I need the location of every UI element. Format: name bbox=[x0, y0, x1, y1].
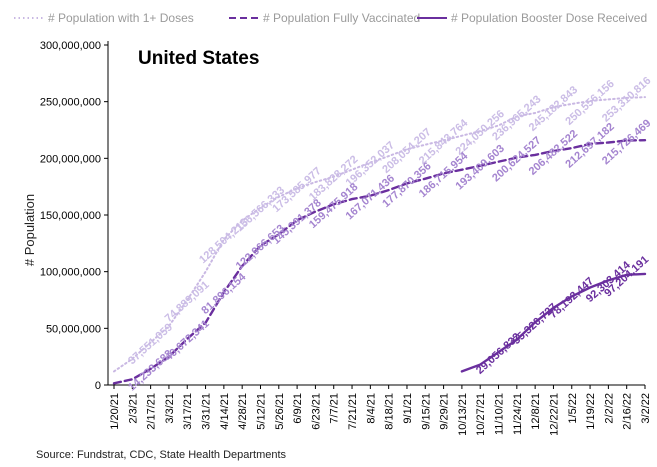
legend-label: # Population Fully Vaccinated bbox=[263, 11, 420, 25]
x-tick-label: 12/22/21 bbox=[548, 393, 560, 436]
x-tick-label: 11/10/21 bbox=[494, 393, 506, 435]
y-tick-label: 300,000,000 bbox=[40, 40, 101, 52]
data-label: 74,889,091 bbox=[163, 279, 212, 325]
x-tick-label: 3/31/21 bbox=[201, 393, 213, 430]
x-tick-label: 1/19/22 bbox=[585, 393, 597, 430]
x-tick-label: 9/29/21 bbox=[439, 393, 451, 430]
x-tick-label: 2/16/22 bbox=[622, 393, 634, 430]
series-line-3 bbox=[460, 272, 647, 373]
x-tick-label: 8/4/21 bbox=[365, 393, 377, 424]
x-tick-label: 12/8/21 bbox=[530, 393, 542, 430]
legend-label: # Population Booster Dose Received bbox=[451, 11, 647, 25]
x-axis-ticks: 1/20/21 2/3/21 2/17/21 3/3/21 3/17/21 3/31/21… bbox=[109, 385, 652, 436]
x-tick-label: 3/3/21 bbox=[164, 393, 176, 424]
y-axis-label: # Population bbox=[22, 194, 37, 266]
x-tick-label: 3/2/22 bbox=[640, 393, 652, 424]
y-tick-label: 100,000,000 bbox=[40, 267, 101, 279]
series-line-1 bbox=[113, 96, 646, 373]
x-tick-label: 2/17/21 bbox=[146, 393, 158, 430]
x-tick-label: 10/27/21 bbox=[475, 393, 487, 436]
x-tick-label: 5/26/21 bbox=[274, 393, 286, 430]
y-tick-label: 50,000,000 bbox=[46, 323, 101, 335]
data-labels: 37,551,05974,889,091128,504,213156,566,3… bbox=[126, 75, 653, 394]
x-tick-label: 7/7/21 bbox=[329, 393, 341, 424]
x-tick-label: 11/24/21 bbox=[512, 393, 524, 435]
y-axis-ticks: 0 50,000,000 100,000,000 150,000,000 200,000… bbox=[40, 40, 108, 392]
data-label: 81,896,154 bbox=[199, 270, 249, 316]
y-tick-label: 200,000,000 bbox=[40, 153, 101, 165]
x-tick-label: 5/12/21 bbox=[255, 393, 267, 430]
x-tick-label: 6/9/21 bbox=[292, 393, 304, 424]
x-tick-label: 7/21/21 bbox=[347, 393, 359, 430]
source-note: Source: Fundstrat, CDC, State Health Dep… bbox=[36, 449, 287, 461]
x-tick-label: 4/14/21 bbox=[219, 393, 231, 430]
x-tick-label: 2/2/22 bbox=[603, 393, 615, 424]
series-lines bbox=[112, 96, 647, 385]
x-tick-label: 1/20/21 bbox=[109, 393, 121, 430]
series-line-2 bbox=[112, 138, 647, 385]
legend-label: # Population with 1+ Doses bbox=[48, 11, 194, 25]
y-tick-label: 0 bbox=[95, 380, 101, 392]
x-tick-label: 2/3/21 bbox=[127, 393, 139, 424]
axes bbox=[107, 41, 645, 386]
x-tick-label: 3/17/21 bbox=[182, 393, 194, 430]
y-tick-label: 150,000,000 bbox=[40, 210, 101, 222]
x-tick-label: 9/15/21 bbox=[420, 393, 432, 430]
legend: # Population with 1+ Doses # Population F… bbox=[14, 11, 647, 25]
x-tick-label: 8/18/21 bbox=[384, 393, 396, 430]
x-tick-label: 4/28/21 bbox=[237, 393, 249, 430]
y-tick-label: 250,000,000 bbox=[40, 97, 101, 109]
chart-title: United States bbox=[138, 48, 259, 69]
x-tick-label: 1/5/22 bbox=[567, 393, 579, 424]
x-tick-label: 6/23/21 bbox=[310, 393, 322, 430]
x-tick-label: 9/1/21 bbox=[402, 393, 414, 424]
x-tick-label: 10/13/21 bbox=[457, 393, 469, 436]
